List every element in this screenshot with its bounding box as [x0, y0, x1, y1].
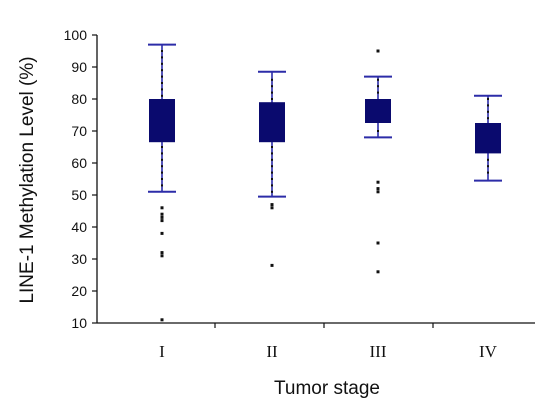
outlier-point [160, 212, 164, 216]
data-point [161, 158, 163, 161]
y-tick-label: 60 [71, 155, 87, 171]
data-point [161, 178, 163, 180]
data-point [271, 91, 273, 94]
plot-area [148, 43, 502, 322]
y-tick-label: 20 [71, 283, 87, 299]
box [259, 102, 285, 143]
outlier-point [160, 219, 164, 223]
data-point [271, 184, 273, 187]
data-point [161, 75, 163, 78]
outlier-point [376, 270, 380, 274]
data-point [377, 130, 379, 132]
data-point [487, 110, 489, 113]
outlier-point [160, 206, 164, 210]
data-point [271, 85, 273, 88]
outlier-point [376, 187, 380, 191]
data-point [161, 88, 163, 91]
outlier-point [376, 241, 380, 245]
outlier-point [376, 190, 380, 194]
y-tick-label: 100 [64, 27, 88, 43]
y-tick-label: 40 [71, 219, 87, 235]
data-point [161, 56, 163, 59]
outlier-point [376, 180, 380, 184]
box [365, 99, 391, 123]
data-point [271, 146, 273, 148]
outlier-point [160, 318, 164, 322]
outlier-point [270, 203, 274, 207]
data-point [161, 82, 163, 84]
data-point [487, 165, 489, 168]
data-point [487, 117, 489, 120]
data-point [377, 85, 379, 88]
data-point [161, 146, 163, 148]
data-point [487, 171, 489, 174]
outlier-point [160, 254, 164, 258]
outlier-point [160, 215, 164, 219]
outlier-point [270, 263, 274, 267]
data-point [161, 69, 163, 72]
data-point [271, 98, 273, 100]
data-point [377, 78, 379, 81]
outlier-point [270, 206, 274, 210]
data-point [161, 50, 163, 52]
x-axis-title: Tumor stage [274, 378, 380, 399]
data-point [271, 178, 273, 180]
data-point [271, 171, 273, 174]
box-group-ii [258, 70, 286, 267]
x-tick-label: III [370, 342, 387, 361]
y-tick-label: 50 [71, 187, 87, 203]
data-point [271, 78, 273, 81]
data-point [161, 94, 163, 97]
box-group-iv [474, 94, 502, 182]
data-point [487, 104, 489, 107]
data-point [161, 152, 163, 155]
x-tick-label: I [159, 342, 165, 361]
data-point [161, 165, 163, 168]
data-point [161, 184, 163, 187]
x-tick-label: IV [479, 342, 498, 361]
outlier-point [376, 49, 380, 53]
y-tick-label: 90 [71, 59, 87, 75]
y-tick-label: 70 [71, 123, 87, 139]
outlier-point [160, 231, 164, 235]
y-tick-label: 10 [71, 315, 87, 331]
outlier-point [160, 251, 164, 255]
data-point [271, 158, 273, 161]
data-point [487, 98, 489, 100]
data-point [271, 152, 273, 155]
box [149, 99, 175, 143]
box [475, 123, 501, 154]
box-group-iii [364, 49, 392, 274]
x-tick-label: II [266, 342, 278, 361]
y-tick-label: 30 [71, 251, 87, 267]
data-point [161, 62, 163, 65]
data-point [487, 158, 489, 161]
y-tick-label: 80 [71, 91, 87, 107]
data-point [161, 171, 163, 174]
y-axis-title: LINE-1 Methylation Level (%) [17, 56, 38, 303]
data-point [271, 165, 273, 168]
data-point [377, 91, 379, 94]
box-group-i [148, 43, 176, 322]
data-point [271, 190, 273, 193]
